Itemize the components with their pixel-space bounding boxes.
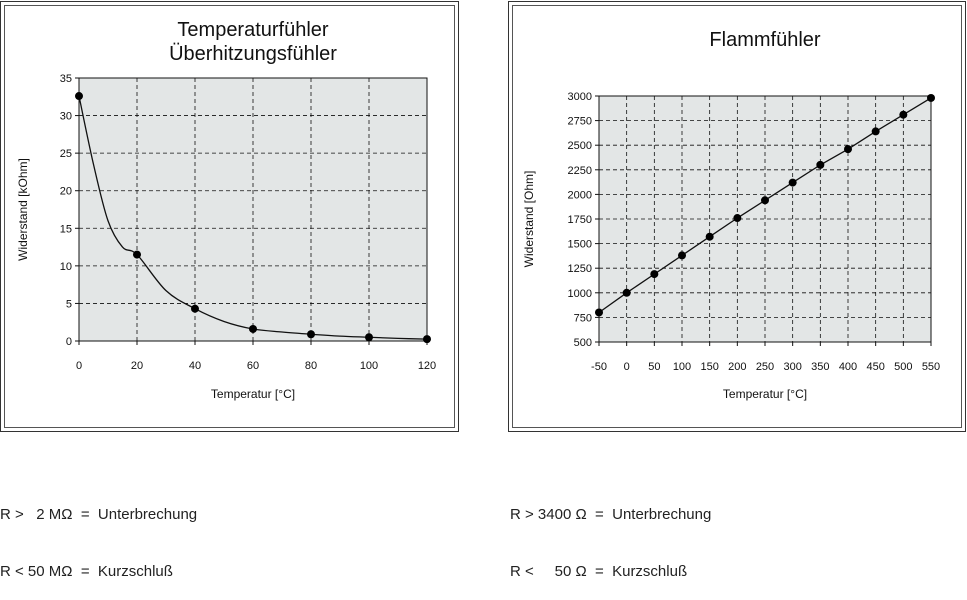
chart-title: Überhitzungsfühler [169, 43, 337, 65]
y-tick-label: 1000 [568, 288, 592, 300]
y-tick-label: 20 [60, 186, 72, 198]
note-open-circuit: R > 3400 Ω = Unterbrechung [510, 506, 712, 523]
data-point [899, 110, 908, 119]
data-point [191, 304, 199, 313]
chart-panel-inner-frame [512, 5, 962, 428]
x-axis-label: Temperatur [°C] [723, 387, 807, 401]
data-point [788, 178, 797, 187]
x-tick-label: 300 [783, 361, 801, 373]
data-point [761, 196, 769, 205]
y-tick-label: 2000 [568, 189, 592, 201]
x-tick-label: 50 [648, 361, 660, 373]
data-point [871, 127, 880, 136]
data-point [307, 330, 315, 339]
x-tick-label: 350 [811, 361, 829, 373]
notes-temperature-sensor: R > 2 MΩ = Unterbrechung R < 50 MΩ = Kur… [0, 467, 197, 600]
y-tick-label: 2500 [568, 140, 592, 152]
data-point [650, 270, 659, 279]
y-tick-label: 1750 [568, 214, 592, 226]
x-tick-label: 60 [247, 360, 259, 372]
y-tick-label: 2750 [568, 116, 592, 128]
note-open-circuit: R > 2 MΩ = Unterbrechung [0, 506, 198, 523]
data-point [678, 251, 686, 260]
x-tick-label: 150 [700, 361, 718, 373]
data-point [844, 145, 852, 154]
y-tick-label: 1250 [568, 263, 592, 275]
data-point [75, 92, 83, 101]
data-point [249, 324, 257, 333]
chart-panel-temperature-sensor: Temperaturfühler Überhitzungsfühler 0 5 10 15… [0, 1, 459, 432]
data-point [423, 335, 431, 344]
data-point [595, 308, 603, 317]
y-tick-label: 30 [60, 111, 72, 123]
x-tick-label: 120 [418, 360, 436, 372]
chart-panel-inner-frame [4, 5, 455, 428]
y-axis-label: Widerstand [kOhm] [16, 158, 30, 261]
series-line [78, 95, 428, 340]
data-point [133, 250, 141, 259]
chart-title: Flammfühler [709, 29, 820, 51]
x-tick-label: 250 [756, 361, 774, 373]
chart-flame-sensor: Flammfühler50075010001250150017502000225… [522, 29, 940, 401]
y-tick-label: 25 [60, 148, 72, 160]
data-point [733, 214, 742, 223]
note-short-circuit: R < 50 MΩ = Kurzschluß [0, 563, 173, 580]
x-tick-label: 80 [305, 360, 317, 372]
y-tick-label: 3000 [568, 91, 592, 103]
x-tick-label: 550 [922, 361, 940, 373]
y-tick-label: 10 [60, 261, 72, 273]
y-tick-label: 1500 [568, 239, 592, 251]
x-tick-label: 450 [866, 361, 884, 373]
x-tick-label: 400 [839, 361, 857, 373]
notes-flame-sensor: R > 3400 Ω = Unterbrechung R < 50 Ω = Ku… [510, 467, 711, 600]
x-tick-label: 20 [131, 360, 143, 372]
note-short-circuit: R < 50 Ω = Kurzschluß [510, 563, 688, 580]
x-tick-label: 500 [894, 361, 912, 373]
data-point [705, 232, 714, 241]
x-tick-label: 100 [360, 360, 378, 372]
data-point [816, 160, 825, 169]
y-axis-label: Widerstand [Ohm] [522, 171, 536, 268]
data-point [622, 288, 631, 297]
chart-title: Temperaturfühler [177, 19, 329, 41]
data-point [365, 333, 373, 342]
y-tick-label: 2250 [568, 165, 592, 177]
y-tick-label: 15 [60, 223, 72, 235]
x-tick-label: 100 [673, 361, 691, 373]
y-tick-label: 35 [60, 73, 72, 85]
x-tick-label: -50 [591, 361, 607, 373]
x-tick-label: 200 [728, 361, 746, 373]
y-tick-label: 5 [66, 298, 72, 310]
x-tick-label: 0 [624, 361, 630, 373]
chart-panel-flame-sensor: Flammfühler 500 750 1000 1250 1500 1750 2000 225… [508, 1, 966, 432]
x-tick-label: 0 [76, 360, 82, 372]
y-tick-label: 500 [574, 337, 592, 349]
y-tick-label: 0 [66, 336, 72, 348]
x-tick-label: 40 [189, 360, 201, 372]
data-point [927, 93, 935, 102]
x-axis-label: Temperatur [°C] [211, 387, 295, 401]
plot-area [78, 77, 428, 342]
y-tick-label: 750 [574, 312, 592, 324]
